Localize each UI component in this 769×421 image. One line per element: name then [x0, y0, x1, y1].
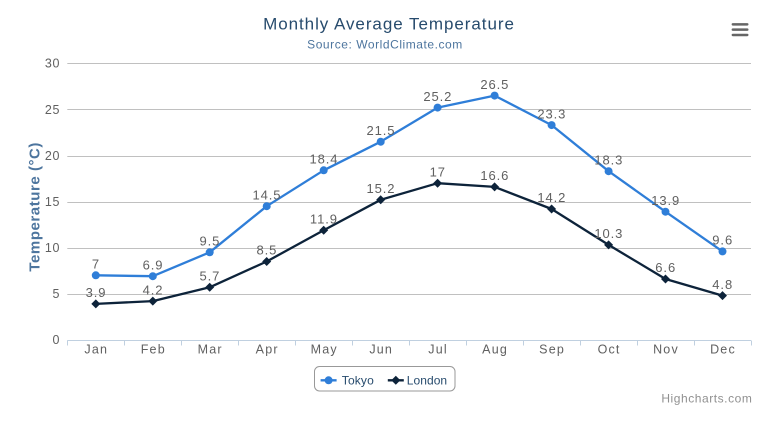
svg-text:Apr: Apr [256, 343, 279, 357]
svg-text:16.6: 16.6 [480, 168, 509, 183]
svg-text:9.5: 9.5 [200, 234, 221, 249]
svg-text:Monthly Average Temperature: Monthly Average Temperature [263, 15, 515, 34]
svg-text:7: 7 [92, 257, 100, 272]
svg-text:Sep: Sep [539, 343, 565, 357]
svg-text:14.5: 14.5 [252, 187, 281, 202]
svg-text:May: May [311, 343, 338, 357]
svg-text:Source: WorldClimate.com: Source: WorldClimate.com [307, 37, 463, 51]
svg-text:Tokyo: Tokyo [342, 374, 374, 388]
svg-text:0: 0 [52, 333, 60, 347]
svg-text:Aug: Aug [482, 343, 508, 357]
svg-text:15.2: 15.2 [366, 181, 395, 196]
svg-text:Highcharts.com: Highcharts.com [661, 391, 752, 405]
svg-text:Jun: Jun [369, 343, 393, 357]
svg-text:8.5: 8.5 [257, 243, 278, 258]
svg-text:5: 5 [52, 287, 60, 301]
svg-text:3.9: 3.9 [86, 285, 107, 300]
svg-text:6.9: 6.9 [143, 257, 164, 272]
svg-text:11.9: 11.9 [310, 211, 338, 226]
svg-text:25: 25 [45, 103, 60, 117]
svg-text:14.2: 14.2 [537, 190, 566, 205]
svg-text:30: 30 [45, 57, 60, 71]
svg-text:26.5: 26.5 [480, 77, 509, 92]
svg-text:9.6: 9.6 [712, 233, 733, 248]
svg-text:Mar: Mar [198, 343, 223, 357]
svg-text:Nov: Nov [653, 343, 679, 357]
svg-text:Feb: Feb [141, 343, 166, 357]
svg-text:13.9: 13.9 [651, 193, 680, 208]
svg-text:6.6: 6.6 [655, 260, 676, 275]
svg-text:17: 17 [430, 164, 446, 179]
svg-text:Dec: Dec [710, 343, 736, 357]
svg-text:18.4: 18.4 [309, 152, 338, 167]
svg-text:20: 20 [45, 149, 60, 163]
svg-text:23.3: 23.3 [537, 106, 566, 121]
svg-text:18.3: 18.3 [594, 152, 623, 167]
svg-text:10: 10 [45, 241, 60, 255]
svg-text:5.7: 5.7 [200, 269, 221, 284]
svg-text:Temperature (°C): Temperature (°C) [27, 142, 44, 272]
svg-text:Jul: Jul [428, 343, 448, 357]
svg-text:15: 15 [45, 195, 60, 209]
svg-text:4.8: 4.8 [712, 277, 733, 292]
svg-text:Jan: Jan [84, 343, 108, 357]
svg-text:10.3: 10.3 [594, 226, 623, 241]
svg-text:25.2: 25.2 [423, 89, 452, 104]
svg-text:Oct: Oct [598, 343, 621, 357]
svg-text:4.2: 4.2 [143, 282, 164, 297]
svg-text:21.5: 21.5 [366, 123, 395, 138]
svg-text:London: London [407, 374, 447, 388]
